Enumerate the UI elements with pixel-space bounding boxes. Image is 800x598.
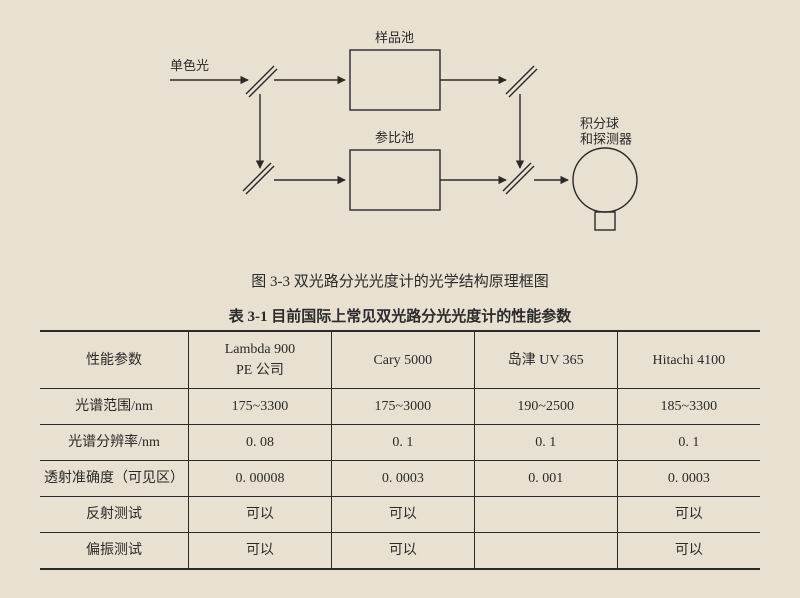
diagram-svg: 单色光 样品池 参比池 积分球和探测器 bbox=[140, 20, 660, 260]
value-cell: 175~3300 bbox=[189, 389, 332, 425]
label-sample-cell: 样品池 bbox=[375, 30, 414, 45]
label-reference: 参比池 bbox=[375, 130, 414, 145]
value-cell: 0. 001 bbox=[474, 461, 617, 497]
value-cell: 0. 1 bbox=[617, 425, 760, 461]
header-instrument: Lambda 900 PE 公司 bbox=[189, 331, 332, 389]
table-row: 光谱分辨率/nm 0. 08 0. 1 0. 1 0. 1 bbox=[40, 425, 760, 461]
value-cell: 175~3000 bbox=[331, 389, 474, 425]
header-instrument: Hitachi 4100 bbox=[617, 331, 760, 389]
diagram-labels: 单色光 样品池 参比池 积分球和探测器 bbox=[170, 30, 632, 147]
value-cell: 可以 bbox=[331, 533, 474, 570]
label-input-beam: 单色光 bbox=[170, 58, 209, 73]
table-row: 反射测试 可以 可以 可以 bbox=[40, 497, 760, 533]
figure-caption: 图 3-3 双光路分光光度计的光学结构原理框图 bbox=[40, 270, 760, 291]
header-instrument: 岛津 UV 365 bbox=[474, 331, 617, 389]
table-title: 表 3-1 目前国际上常见双光路分光光度计的性能参数 bbox=[40, 305, 760, 326]
value-cell: 可以 bbox=[189, 497, 332, 533]
value-cell: 0. 0003 bbox=[331, 461, 474, 497]
param-cell: 反射测试 bbox=[40, 497, 189, 533]
spec-table: 性能参数 Lambda 900 PE 公司 Cary 5000 岛津 UV 36… bbox=[40, 330, 760, 570]
value-cell bbox=[474, 533, 617, 570]
value-cell: 0. 1 bbox=[331, 425, 474, 461]
param-cell: 光谱分辨率/nm bbox=[40, 425, 189, 461]
param-cell: 偏振测试 bbox=[40, 533, 189, 570]
value-cell bbox=[474, 497, 617, 533]
table-header-row: 性能参数 Lambda 900 PE 公司 Cary 5000 岛津 UV 36… bbox=[40, 331, 760, 389]
param-cell: 光谱范围/nm bbox=[40, 389, 189, 425]
table-row: 偏振测试 可以 可以 可以 bbox=[40, 533, 760, 570]
value-cell: 可以 bbox=[189, 533, 332, 570]
header-param: 性能参数 bbox=[40, 331, 189, 389]
value-cell: 可以 bbox=[617, 533, 760, 570]
param-cell: 透射准确度（可见区） bbox=[40, 461, 189, 497]
value-cell: 0. 0003 bbox=[617, 461, 760, 497]
value-cell: 0. 08 bbox=[189, 425, 332, 461]
figure-diagram: 单色光 样品池 参比池 积分球和探测器 bbox=[40, 20, 760, 260]
value-cell: 0. 1 bbox=[474, 425, 617, 461]
value-cell: 可以 bbox=[617, 497, 760, 533]
table-row: 透射准确度（可见区） 0. 00008 0. 0003 0. 001 0. 00… bbox=[40, 461, 760, 497]
value-cell: 185~3300 bbox=[617, 389, 760, 425]
table-row: 光谱范围/nm 175~3300 175~3000 190~2500 185~3… bbox=[40, 389, 760, 425]
value-cell: 190~2500 bbox=[474, 389, 617, 425]
value-cell: 0. 00008 bbox=[189, 461, 332, 497]
value-cell: 可以 bbox=[331, 497, 474, 533]
header-instrument: Cary 5000 bbox=[331, 331, 474, 389]
label-detector: 积分球和探测器 bbox=[580, 116, 632, 147]
